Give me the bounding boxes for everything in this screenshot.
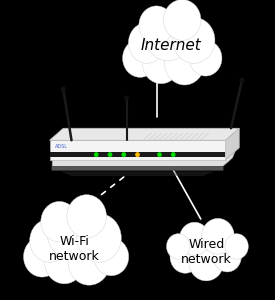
Circle shape bbox=[128, 22, 166, 63]
Circle shape bbox=[213, 241, 241, 272]
Circle shape bbox=[240, 78, 244, 82]
Circle shape bbox=[45, 241, 84, 284]
Polygon shape bbox=[226, 128, 239, 160]
Circle shape bbox=[95, 153, 98, 156]
Circle shape bbox=[163, 0, 201, 40]
Circle shape bbox=[67, 195, 106, 238]
Circle shape bbox=[136, 153, 139, 156]
Circle shape bbox=[122, 153, 125, 156]
Circle shape bbox=[125, 96, 128, 100]
Circle shape bbox=[202, 218, 234, 254]
Circle shape bbox=[108, 153, 112, 156]
Circle shape bbox=[170, 240, 200, 273]
Circle shape bbox=[167, 234, 190, 259]
Circle shape bbox=[172, 153, 175, 156]
Circle shape bbox=[24, 236, 61, 277]
Circle shape bbox=[61, 87, 65, 91]
Polygon shape bbox=[52, 151, 235, 166]
Polygon shape bbox=[50, 152, 225, 157]
Text: Internet: Internet bbox=[140, 38, 201, 52]
Circle shape bbox=[158, 153, 161, 156]
Circle shape bbox=[173, 17, 215, 63]
FancyBboxPatch shape bbox=[52, 166, 223, 170]
Circle shape bbox=[30, 219, 69, 262]
Polygon shape bbox=[50, 128, 239, 140]
Text: ADSL: ADSL bbox=[55, 145, 68, 149]
Circle shape bbox=[123, 39, 158, 77]
Text: Wired
network: Wired network bbox=[181, 238, 232, 266]
Circle shape bbox=[94, 238, 129, 276]
Polygon shape bbox=[50, 140, 225, 160]
Circle shape bbox=[145, 10, 192, 61]
Circle shape bbox=[41, 202, 78, 242]
Text: Wi-Fi
network: Wi-Fi network bbox=[49, 235, 100, 263]
Circle shape bbox=[68, 239, 110, 285]
Circle shape bbox=[165, 42, 204, 85]
Circle shape bbox=[225, 234, 248, 259]
Polygon shape bbox=[60, 171, 215, 176]
Circle shape bbox=[189, 243, 224, 281]
Circle shape bbox=[142, 43, 180, 84]
Circle shape bbox=[139, 6, 174, 44]
Circle shape bbox=[77, 214, 121, 262]
Circle shape bbox=[179, 222, 210, 255]
Circle shape bbox=[189, 40, 222, 76]
Circle shape bbox=[47, 206, 97, 260]
